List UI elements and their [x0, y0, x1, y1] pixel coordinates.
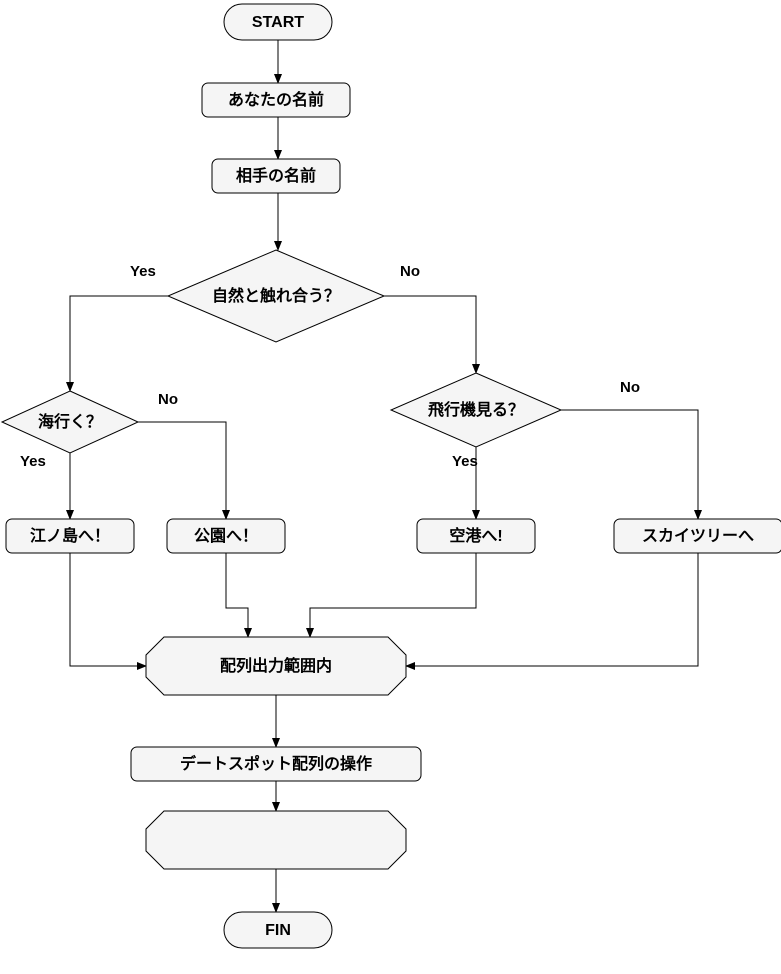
- edge-sea-park: [138, 422, 226, 519]
- node-their_name: 相手の名前: [212, 159, 340, 193]
- node-park-label: 公園へ！: [194, 527, 258, 545]
- node-their_name-label: 相手の名前: [236, 166, 316, 185]
- node-plane: 飛行機見る？: [391, 373, 561, 447]
- node-park: 公園へ！: [167, 519, 285, 553]
- flowchart-canvas: START あなたの名前相手の名前自然と触れ合う？ 海行く？ 飛行機見る？ 江ノ島へ！ 公…: [0, 0, 781, 974]
- edge-nature-plane: [384, 296, 476, 373]
- node-skytree: スカイツリーへ: [614, 519, 781, 553]
- node-enoshima: 江ノ島へ！: [6, 519, 134, 553]
- node-your_name-label: あなたの名前: [228, 90, 324, 109]
- node-skytree-label: スカイツリーへ: [642, 527, 754, 545]
- node-airport-label: 空港へ!: [449, 526, 502, 545]
- node-datespot-label: デートスポット配列の操作: [180, 754, 372, 773]
- edge-label-plane-skytree: No: [620, 379, 640, 396]
- edge-park-arrayout: [226, 553, 248, 637]
- edge-plane-skytree: [561, 410, 698, 519]
- node-fin-label: FIN: [265, 922, 291, 939]
- node-nature-label: 自然と触れ合う？: [212, 286, 340, 305]
- node-empty: [146, 811, 406, 869]
- edge-airport-arrayout: [310, 553, 476, 637]
- node-start-label: START: [252, 14, 304, 31]
- edge-skytree-arrayout: [406, 553, 698, 666]
- node-datespot: デートスポット配列の操作: [131, 747, 421, 781]
- node-plane-label: 飛行機見る？: [427, 400, 524, 419]
- edge-label-plane-airport: Yes: [452, 453, 478, 470]
- edge-label-nature-plane: No: [400, 263, 420, 280]
- node-start: START: [224, 4, 332, 40]
- edge-nature-sea: [70, 296, 170, 391]
- node-nature: 自然と触れ合う？: [168, 250, 384, 342]
- edge-enoshima-arrayout: [70, 553, 146, 666]
- edge-label-nature-sea: Yes: [130, 263, 156, 280]
- node-arrayout: 配列出力範囲内: [146, 637, 406, 695]
- node-sea: 海行く？: [2, 391, 138, 453]
- node-airport: 空港へ!: [417, 519, 535, 553]
- node-arrayout-label: 配列出力範囲内: [220, 656, 332, 675]
- node-your_name: あなたの名前: [202, 83, 350, 117]
- edge-label-sea-park: No: [158, 391, 178, 408]
- node-fin: FIN: [224, 912, 332, 948]
- node-enoshima-label: 江ノ島へ！: [30, 526, 110, 545]
- edge-label-sea-enoshima: Yes: [20, 453, 46, 470]
- node-sea-label: 海行く？: [38, 412, 102, 431]
